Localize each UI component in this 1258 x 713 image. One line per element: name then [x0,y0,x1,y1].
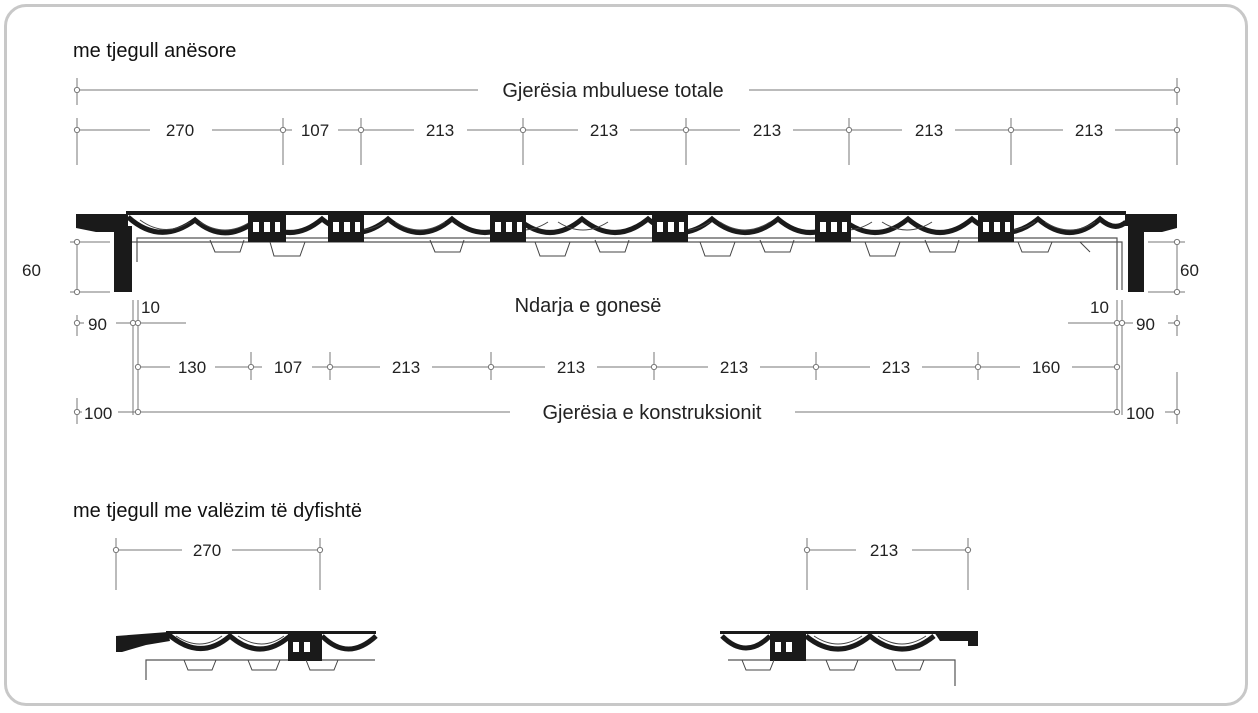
right-gap-label: 10 [1090,298,1109,317]
gutter-label: Ndarja e gonesë [515,295,662,317]
top-dim-2: 107 [301,121,329,140]
top-dimension-chain [76,118,1178,165]
top-dim-5: 213 [753,121,781,140]
section2-left-dim: 270 [193,541,221,560]
section2-left-dimension [115,538,321,590]
double-wave-tile-left [116,631,378,680]
left-offset-label: 100 [84,404,112,423]
right-offset-label: 100 [1126,404,1154,423]
bottom-dim-6: 213 [882,358,910,377]
bottom-dim-7: 160 [1032,358,1060,377]
bottom-dim-3: 213 [392,358,420,377]
total-width-label: Gjerësia mbuluese totale [502,80,723,102]
height-dimensions [70,241,1185,293]
top-dim-7: 213 [1075,121,1103,140]
section2-right-dim: 213 [870,541,898,560]
top-dim-1: 270 [166,121,194,140]
top-dim-4: 213 [590,121,618,140]
top-dim-3: 213 [426,121,454,140]
bottom-dim-2: 107 [274,358,302,377]
double-wave-tile-right [720,631,978,686]
section2-right-dimension [806,538,969,590]
construction-width-label: Gjerësia e konstruksionit [543,402,762,424]
section2-title: me tjegull me valëzim të dyfishtë [73,500,362,522]
batten-outline [130,237,1123,290]
bottom-dim-5: 213 [720,358,748,377]
left-height-label: 60 [22,261,41,280]
construction-width-dimension [76,372,1178,424]
top-dim-6: 213 [915,121,943,140]
tile-row [76,211,1177,292]
right-overhang-label: 90 [1136,315,1155,334]
left-gap-label: 10 [141,298,160,317]
bottom-dim-1: 130 [178,358,206,377]
right-height-label: 60 [1180,261,1199,280]
total-width-dimension [76,78,1178,105]
bottom-dim-4: 213 [557,358,585,377]
left-overhang-label: 90 [88,315,107,334]
overhang-dimensions [76,300,1178,415]
panel-frame [4,4,1248,706]
section1-title: me tjegull anësore [73,40,236,62]
